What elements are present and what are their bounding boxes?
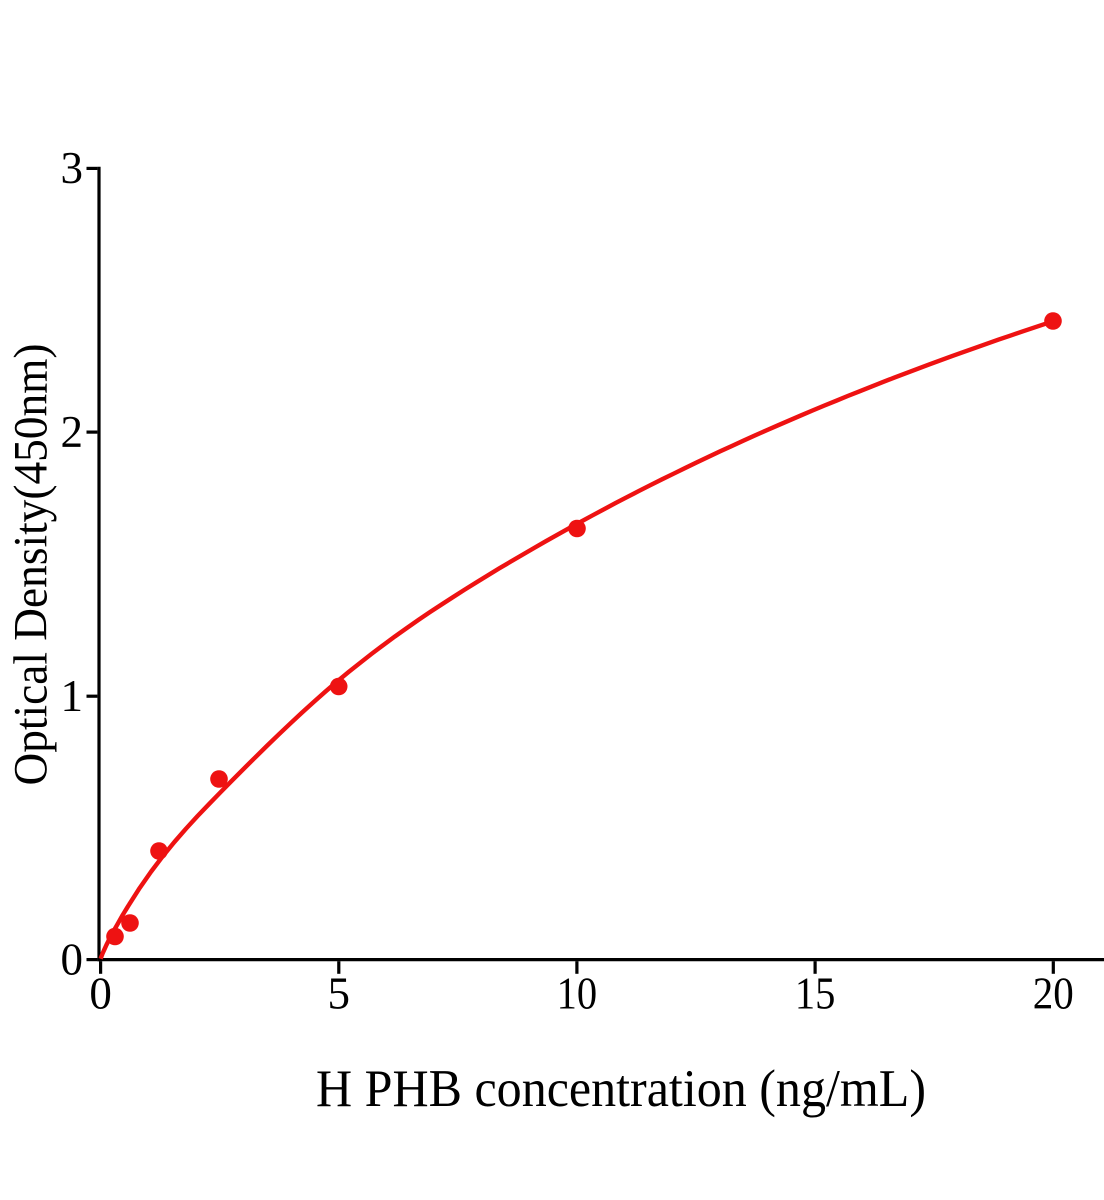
svg-text:Optical Density(450nm): Optical Density(450nm): [5, 344, 58, 786]
svg-text:0: 0: [89, 969, 112, 1019]
svg-text:0: 0: [61, 934, 84, 984]
svg-text:H PHB concentration (ng/mL): H PHB concentration (ng/mL): [316, 1060, 926, 1118]
svg-text:2: 2: [61, 407, 84, 457]
svg-text:15: 15: [795, 969, 836, 1019]
svg-text:20: 20: [1033, 969, 1074, 1019]
svg-text:5: 5: [328, 969, 351, 1019]
svg-text:1: 1: [61, 671, 84, 721]
svg-text:3: 3: [61, 143, 84, 193]
svg-text:10: 10: [557, 969, 598, 1019]
